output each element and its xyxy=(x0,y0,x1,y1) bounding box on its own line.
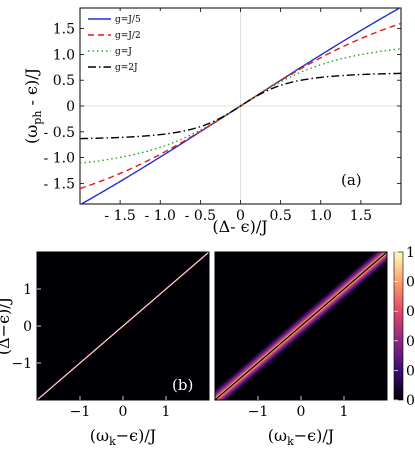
panel-a-series xyxy=(80,8,401,204)
colorbar-tick-label: 0.6 xyxy=(406,304,415,320)
colorbar-ticks: 0 0.2 0.4 0.6 0.8 1.0 xyxy=(394,245,415,409)
y-tick-label: 0 xyxy=(23,319,32,335)
panel-b-ridge-core xyxy=(37,252,209,400)
colorbar-tick-label: 0 xyxy=(406,393,415,409)
x-tick-label: −1 xyxy=(248,404,269,420)
colorbar-gradient xyxy=(393,251,404,401)
legend: g=J/5 g=J/2 g=J g=2J xyxy=(84,11,164,73)
legend-label-2: g=J xyxy=(115,47,132,57)
colorbar-tick-label: 0.8 xyxy=(406,275,415,291)
legend-label-0: g=J/5 xyxy=(115,15,141,25)
y-tick-label: - 0.5 xyxy=(44,125,75,141)
x-tick-label: - 0.5 xyxy=(185,208,216,224)
series-line-3 xyxy=(80,72,401,140)
colorbar-tick-label: 1.0 xyxy=(406,245,415,261)
x-tick-label: 1.0 xyxy=(310,208,332,224)
x-tick-label: - 1.0 xyxy=(145,208,176,224)
panel-b-label: (b) xyxy=(172,376,193,394)
x-tick-label: 1 xyxy=(340,404,349,420)
y-tick-label: 1.5 xyxy=(53,22,75,38)
x-tick-label: 0 xyxy=(236,208,245,224)
y-tick-label: - 1.5 xyxy=(44,176,75,192)
panel-a-ticks: - 1.5 - 1.0 - 0.5 0 0.5 1.0 1.5 - 1.5 - 1.0 - 0.5… xyxy=(44,8,401,224)
y-tick-label: - 1.0 xyxy=(44,151,75,167)
panel-c-label: (c) xyxy=(349,376,369,394)
panel-c: −1 0 1 (c) (ωk−ϵ)/J xyxy=(214,251,388,448)
panel-b-ylabel: (Δ−ϵ)/J xyxy=(0,297,13,355)
y-tick-label: −1 xyxy=(11,356,32,372)
panel-b: −1 0 1 1 0 −1 (b) (ωk−ϵ)/J (Δ−ϵ)/J xyxy=(0,251,210,448)
y-tick-label: 0.5 xyxy=(53,73,75,89)
y-tick-label: 1.0 xyxy=(53,47,75,63)
x-tick-label: 0.5 xyxy=(269,208,291,224)
y-tick-label: 1 xyxy=(23,282,32,298)
x-tick-label: 1 xyxy=(162,404,171,420)
colorbar-tick-label: 0.2 xyxy=(406,363,415,379)
colorbar-tick-label: 0.4 xyxy=(406,334,415,350)
colorbar: 0 0.2 0.4 0.6 0.8 1.0 xyxy=(393,245,415,409)
legend-label-3: g=2J xyxy=(115,63,138,73)
panel-a: - 1.5 - 1.0 - 0.5 0 0.5 1.0 1.5 - 1.5 - 1.0 - 0.5… xyxy=(22,7,402,236)
x-tick-label: 0 xyxy=(297,404,306,420)
x-tick-label: - 1.5 xyxy=(104,208,135,224)
legend-label-1: g=J/2 xyxy=(115,31,141,41)
panel-c-ticks: −1 0 1 xyxy=(248,396,349,420)
panel-a-xlabel: (Δ- ϵ)/J xyxy=(212,217,267,236)
panel-c-xlabel: (ωk−ϵ)/J xyxy=(268,426,334,448)
x-tick-label: 0 xyxy=(119,404,128,420)
x-tick-label: −1 xyxy=(70,404,91,420)
panel-a-ylabel: (ωph - ϵ)/J xyxy=(22,68,44,144)
panel-c-center-line xyxy=(215,252,387,400)
legend-box xyxy=(84,11,164,73)
x-tick-label: 1.5 xyxy=(350,208,372,224)
panel-a-label: (a) xyxy=(341,171,362,189)
y-tick-label: 0 xyxy=(66,99,75,115)
panel-b-xlabel: (ωk−ϵ)/J xyxy=(90,426,156,448)
panel-b-ticks: −1 0 1 1 0 −1 xyxy=(11,282,170,420)
